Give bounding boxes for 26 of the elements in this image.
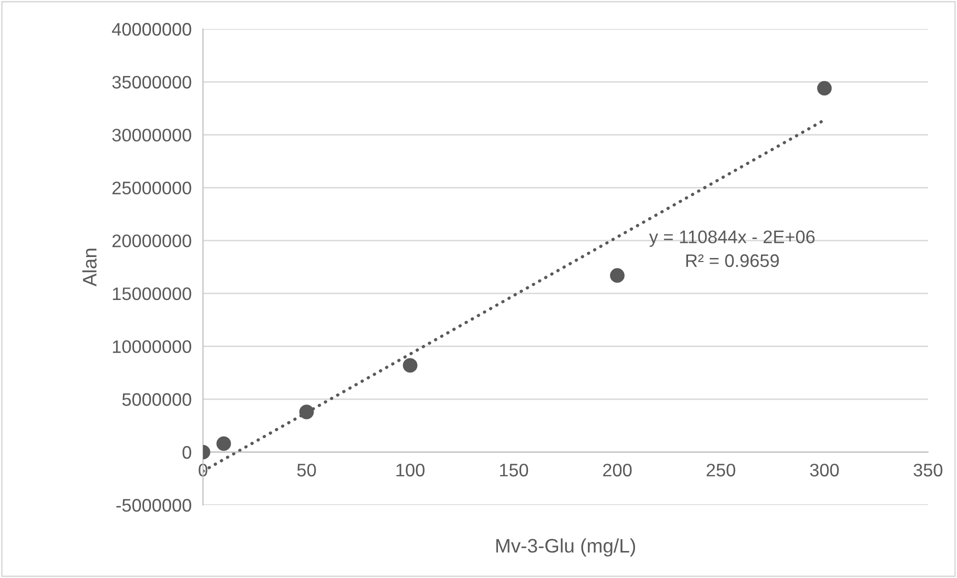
x-tick-label: 50 <box>297 464 316 476</box>
x-tick-label: 300 <box>810 464 839 476</box>
y-tick-label: 30000000 <box>112 128 192 142</box>
y-tick-label: 5000000 <box>122 393 192 406</box>
y-tick-label: 15000000 <box>112 287 192 300</box>
x-axis-title: Mv-3-Glu (mg/L) <box>496 538 636 557</box>
point <box>216 436 231 451</box>
y-tick-label: 10000000 <box>112 340 192 354</box>
y-tick-label: -5000000 <box>116 498 192 512</box>
annotation: y = 110844x - 2E+06 <box>649 230 815 247</box>
point <box>817 80 832 96</box>
point <box>402 358 418 373</box>
x-tick-label: 100 <box>396 464 424 476</box>
y-tick-label: 20000000 <box>112 234 192 248</box>
point <box>610 268 625 283</box>
y-tick-label: 40000000 <box>112 22 192 36</box>
x-tick-label: 200 <box>603 464 632 476</box>
y-axis-title: Alan <box>82 248 97 286</box>
y-tick-label: 25000000 <box>112 182 192 194</box>
point <box>299 404 314 420</box>
annotation: R² = 0.9659 <box>686 254 779 268</box>
x-tick-label: 150 <box>500 464 528 476</box>
y-tick-label: 35000000 <box>112 76 192 89</box>
y-tick-label: 0 <box>182 446 192 459</box>
x-tick-label: 350 <box>914 464 942 476</box>
x-tick-label: 250 <box>706 464 736 476</box>
